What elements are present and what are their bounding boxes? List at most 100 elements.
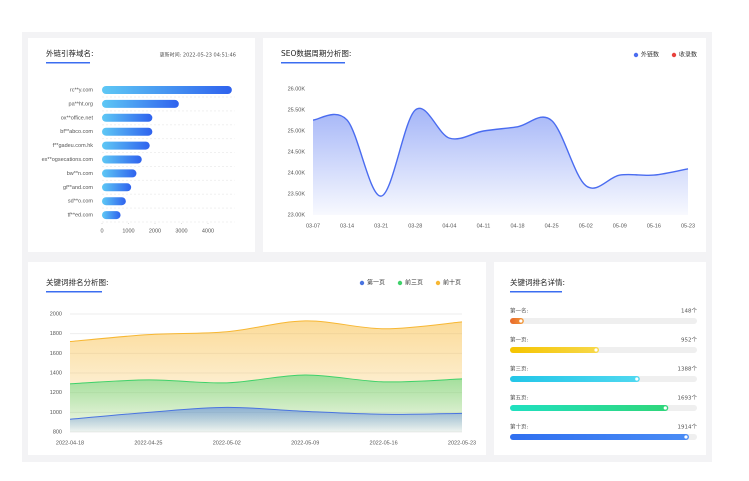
value-label: 1693个 xyxy=(678,395,698,402)
progress-track xyxy=(510,318,697,324)
legend-dot xyxy=(359,280,365,286)
y-tick-label: f**gadeu.com.hk xyxy=(53,143,94,149)
progress-bar xyxy=(510,376,640,382)
y-tick-label: sd**o.com xyxy=(68,199,93,205)
progress-bar xyxy=(510,405,669,411)
x-tick-label: 2022-04-18 xyxy=(56,440,84,446)
y-tick-label: rc**y.com xyxy=(70,87,94,93)
panel-title: SEO数据周期分析图: xyxy=(281,48,351,58)
y-tick-label: ex**ogsecations.com xyxy=(42,157,94,163)
legend-label: 收录数 xyxy=(679,51,697,59)
value-label: 1388个 xyxy=(678,366,698,373)
title-underline xyxy=(46,62,90,64)
panel xyxy=(494,262,706,455)
y-tick-label: bf**abco.com xyxy=(60,129,93,135)
bar xyxy=(102,113,153,122)
x-tick-label: 4000 xyxy=(202,228,214,234)
x-tick-label: 2022-05-09 xyxy=(291,440,319,446)
y-tick-label: 1800 xyxy=(50,331,62,337)
x-tick-label: 2022-05-23 xyxy=(448,440,476,446)
progress-knob xyxy=(684,435,688,439)
x-tick-label: 3000 xyxy=(175,228,187,234)
y-tick-label: 24.00K xyxy=(288,170,306,176)
x-tick-label: 05-23 xyxy=(681,223,695,229)
progress-knob xyxy=(635,377,639,381)
legend-label: 第一页 xyxy=(367,279,385,287)
x-tick-label: 1000 xyxy=(122,228,134,234)
x-tick-label: 05-02 xyxy=(579,223,593,229)
y-tick-label: 25.00K xyxy=(288,128,306,134)
row-label: 第一页: xyxy=(510,336,529,344)
y-tick-label: 1600 xyxy=(50,351,62,357)
x-tick-label: 05-09 xyxy=(613,223,627,229)
x-tick-label: 0 xyxy=(100,228,103,234)
value-label: 1914个 xyxy=(678,424,698,431)
line xyxy=(69,406,463,420)
x-tick-label: 03-14 xyxy=(340,223,354,229)
y-tick-label: 1000 xyxy=(50,410,62,416)
bar xyxy=(102,197,126,206)
y-tick-label: pa**ht.org xyxy=(69,101,93,107)
bar xyxy=(102,211,121,220)
y-tick-label: gf**and.com xyxy=(63,185,93,191)
y-tick-label: 800 xyxy=(53,429,62,435)
x-tick-label: 2022-05-02 xyxy=(213,440,241,446)
x-tick-label: 04-18 xyxy=(511,223,525,229)
row-label: 第五页: xyxy=(510,394,529,402)
value-label: 148个 xyxy=(681,308,697,315)
value-label: 952个 xyxy=(681,337,697,344)
title-underline xyxy=(46,291,102,293)
y-tick-label: 23.50K xyxy=(288,191,306,197)
progress-knob xyxy=(594,348,598,352)
progress-bar xyxy=(510,347,600,353)
progress-knob xyxy=(663,406,667,410)
y-tick-label: bw**n.com xyxy=(67,171,94,177)
legend-dot xyxy=(671,52,677,58)
bar xyxy=(102,169,137,178)
x-tick-label: 03-28 xyxy=(408,223,422,229)
y-tick-label: 1200 xyxy=(50,390,62,396)
bar xyxy=(102,183,132,192)
legend-dot xyxy=(435,280,441,286)
row-label: 第一名: xyxy=(510,307,529,315)
x-tick-label: 03-21 xyxy=(374,223,388,229)
area-fill xyxy=(70,407,462,432)
legend-dot xyxy=(633,52,639,58)
bar xyxy=(102,86,232,94)
x-tick-label: 04-04 xyxy=(442,223,456,229)
x-tick-label: 04-25 xyxy=(545,223,559,229)
panel-title: 外链引荐域名: xyxy=(46,48,94,58)
y-tick-label: 2000 xyxy=(50,311,62,317)
title-underline xyxy=(510,291,562,293)
y-tick-label: 25.50K xyxy=(288,107,306,113)
row-label: 第十页: xyxy=(510,423,529,431)
y-tick-label: ox**office.net xyxy=(61,115,94,121)
x-tick-label: 2022-05-16 xyxy=(370,440,398,446)
x-tick-label: 04-11 xyxy=(477,223,491,229)
bar xyxy=(102,155,142,164)
line xyxy=(312,107,689,197)
row-label: 第三页: xyxy=(510,365,529,373)
y-tick-label: 24.50K xyxy=(288,149,306,155)
bar xyxy=(102,99,179,108)
x-tick-label: 2000 xyxy=(149,228,161,234)
bar xyxy=(102,141,150,150)
x-tick-label: 2022-04-25 xyxy=(134,440,162,446)
y-tick-label: tf**ed.com xyxy=(68,213,94,219)
line xyxy=(69,374,463,385)
x-tick-label: 05-16 xyxy=(647,223,661,229)
update-time: 更新时间: 2022-05-23 04:51:46 xyxy=(160,52,236,59)
panel-title: 关键词排名分析图: xyxy=(46,277,109,287)
y-tick-label: 26.00K xyxy=(288,86,306,92)
panel-title: 关键词排名详情: xyxy=(510,277,565,287)
x-tick-label: 03-07 xyxy=(306,223,320,229)
progress-knob xyxy=(519,319,523,323)
legend-dot xyxy=(397,280,403,286)
progress-bar xyxy=(510,434,689,440)
line xyxy=(69,320,463,343)
y-tick-label: 1400 xyxy=(50,370,62,376)
y-tick-label: 23.00K xyxy=(288,212,306,218)
legend-label: 前三页 xyxy=(405,279,423,287)
legend-label: 外链数 xyxy=(641,51,659,59)
